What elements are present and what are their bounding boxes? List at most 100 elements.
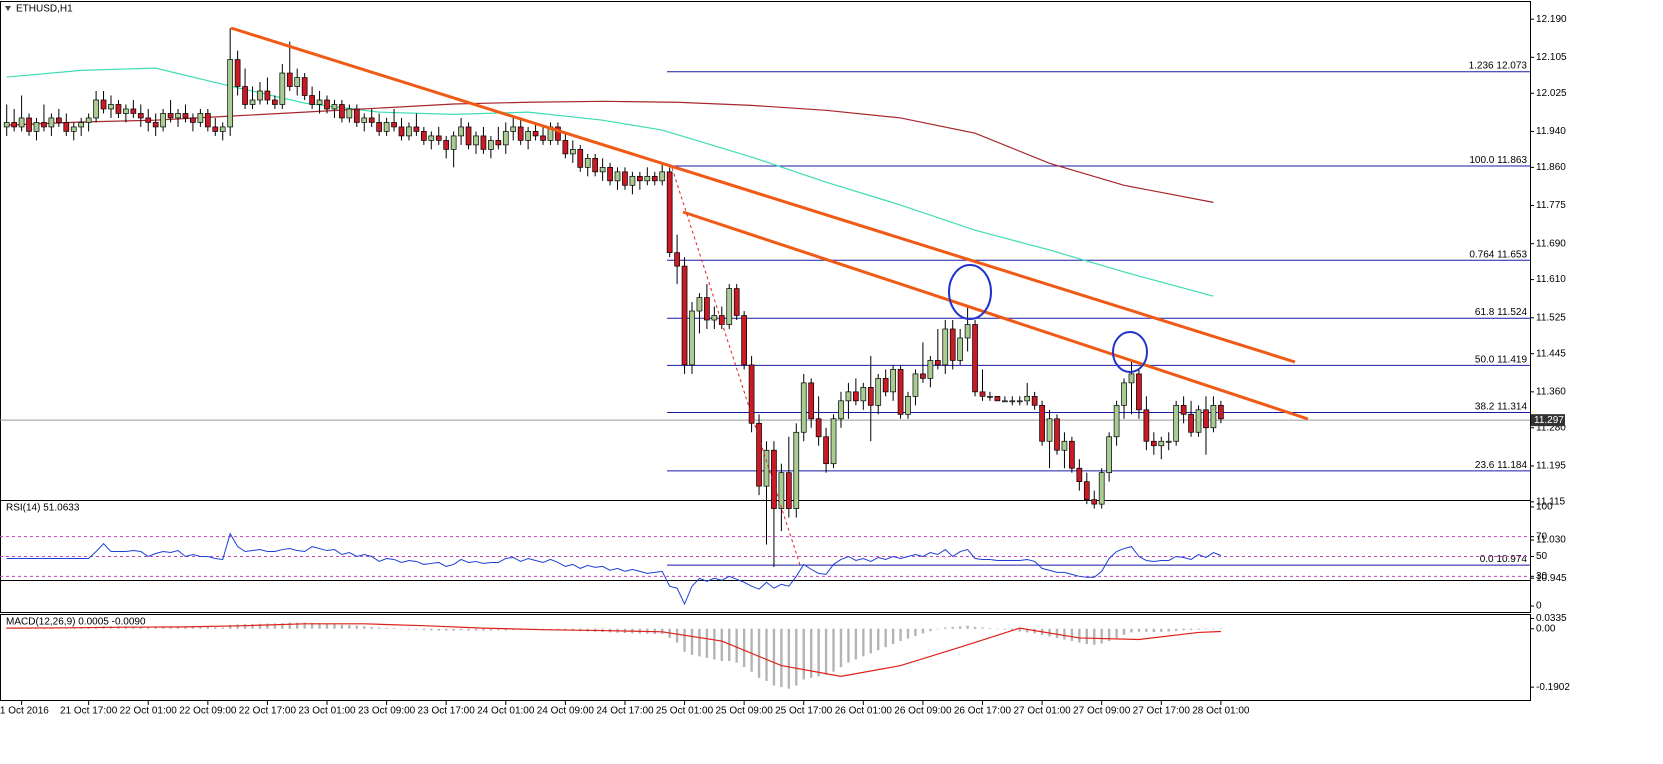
fib-price: 11.419 — [1497, 354, 1527, 365]
candle-body — [3, 122, 10, 128]
candle-body — [808, 382, 815, 420]
macd-bar — [899, 628, 902, 642]
x-tick-label: 27 Oct 17:00 — [1133, 706, 1191, 717]
candle-body — [964, 324, 971, 339]
candle-body — [867, 387, 874, 406]
candle-body — [115, 104, 122, 114]
y-tick-label: 11.525 — [1536, 312, 1566, 323]
candle-body — [41, 122, 47, 128]
macd-bar — [877, 628, 880, 651]
y-tick-label: 11.860 — [1536, 162, 1566, 173]
candle-body — [875, 378, 882, 406]
y-tick-label: 11.940 — [1536, 126, 1566, 137]
macd-bar — [1204, 628, 1208, 630]
last-price-label: 11.297 — [1534, 415, 1564, 426]
candle-body — [823, 436, 829, 465]
macd-bar — [742, 628, 746, 668]
candle-body — [175, 113, 181, 119]
candle-body — [1218, 404, 1224, 420]
candle-body — [123, 108, 129, 114]
macd-bar — [795, 628, 798, 686]
candle-body — [674, 252, 680, 267]
macd-bar — [683, 628, 686, 652]
rsi-title: RSI(14) 51.0633 — [6, 503, 80, 514]
candle-body — [1061, 440, 1068, 451]
candle-body — [182, 113, 189, 119]
candle-body — [264, 90, 271, 101]
macd-bar — [1130, 628, 1133, 633]
candle-body — [815, 418, 822, 438]
candle-body — [949, 328, 956, 361]
macd-bar — [720, 628, 723, 661]
fib-ratio: 23.6 — [1475, 460, 1495, 471]
macd-bar — [854, 628, 858, 660]
candle-body — [1128, 373, 1135, 384]
macd-bar — [303, 622, 306, 629]
candle-body — [525, 131, 531, 141]
candle-body — [592, 158, 599, 173]
macd-bar — [1219, 628, 1223, 630]
macd-bar — [1003, 628, 1007, 630]
macd-bar — [288, 622, 291, 629]
candle-body — [488, 140, 494, 150]
fib-label: 1.236 12.073 — [1469, 60, 1528, 71]
macd-bar — [996, 628, 999, 630]
candle-body — [1180, 404, 1187, 415]
x-tick-label: 26 Oct 17:00 — [954, 706, 1012, 717]
candle-body — [383, 122, 390, 132]
macd-bar — [243, 624, 247, 629]
macd-bar — [437, 628, 440, 631]
macd-bar — [161, 626, 165, 629]
candle-body — [793, 431, 800, 509]
macd-bar — [914, 628, 917, 637]
macd-bar — [415, 628, 418, 630]
x-tick-label: 27 Oct 01:00 — [1013, 706, 1071, 717]
macd-bar — [705, 628, 709, 658]
macd-bar — [780, 628, 783, 688]
candle-body — [428, 135, 435, 141]
macd-bar — [1152, 628, 1156, 633]
candle-body — [614, 171, 621, 182]
y-tick-label: 11.030 — [1536, 535, 1566, 546]
candle-body — [1210, 404, 1217, 429]
candle-body — [1150, 440, 1157, 447]
y-tick-label: 10.945 — [1536, 573, 1567, 584]
candle-body — [1031, 395, 1038, 406]
chart-title: ETHUSD,H1 — [16, 4, 73, 15]
macd-bar — [713, 628, 716, 660]
candle-body — [860, 387, 867, 402]
macd-bar — [921, 628, 925, 634]
candle-body — [853, 391, 859, 402]
macd-bar — [318, 623, 321, 629]
candle-body — [1046, 418, 1053, 442]
candle-body — [18, 117, 25, 128]
macd-bar — [787, 628, 791, 689]
candle-body — [353, 108, 360, 123]
macd-bar — [422, 628, 426, 630]
x-tick-label: 24 Oct 09:00 — [537, 706, 595, 717]
macd-bar — [1018, 628, 1021, 632]
macd-bar — [199, 626, 202, 629]
macd-tick-label: 0.0335 — [1536, 613, 1567, 624]
macd-bar — [497, 628, 500, 631]
macd-bar — [221, 627, 224, 629]
candle-body — [1113, 404, 1120, 438]
macd-bar — [891, 628, 895, 645]
macd-bar — [884, 628, 887, 648]
candle-body — [495, 140, 502, 146]
candle-body — [11, 122, 18, 128]
macd-bar — [698, 628, 701, 657]
macd-bar — [988, 628, 992, 629]
candle-body — [1121, 382, 1127, 406]
candle-body — [748, 364, 755, 424]
macd-bar — [444, 628, 448, 631]
candle-body — [726, 288, 733, 325]
fib-ratio: 38.2 — [1475, 401, 1495, 412]
candle-body — [696, 297, 703, 312]
macd-bar — [966, 625, 969, 629]
fib-label: 50.0 11.419 — [1475, 354, 1528, 365]
candle-body — [763, 449, 770, 487]
candle-body — [242, 86, 248, 105]
candle-body — [785, 472, 792, 509]
